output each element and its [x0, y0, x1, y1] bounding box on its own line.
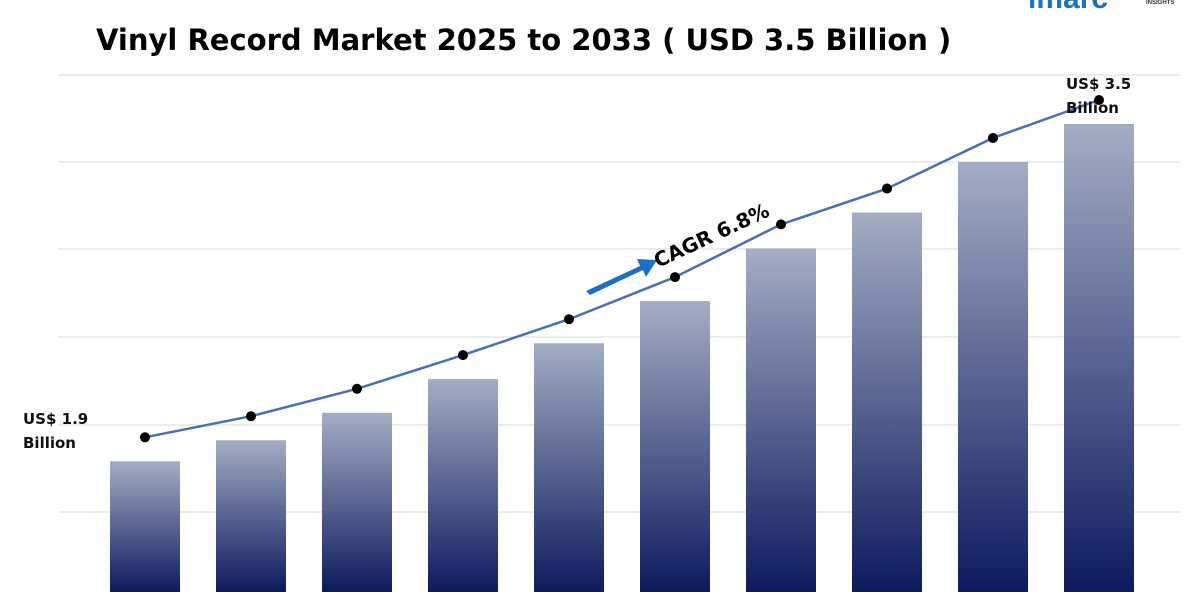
cagr-arrow	[586, 259, 657, 295]
trend-point	[246, 411, 256, 422]
trend-point	[564, 314, 574, 325]
bar	[640, 301, 710, 592]
trend-point	[670, 272, 680, 283]
trend-point	[1094, 95, 1104, 105]
bar	[110, 461, 180, 592]
brand-name: imarc	[1028, 0, 1108, 15]
chart-title: Vinyl Record Market 2025 to 2033 ( USD 3…	[96, 23, 951, 57]
trend-line	[144, 98, 1100, 439]
bar	[1064, 124, 1134, 592]
trend-point	[988, 132, 998, 143]
bar	[322, 412, 392, 592]
trend-point	[458, 350, 468, 361]
bar	[852, 212, 922, 593]
bar	[428, 379, 498, 592]
trend-point	[882, 183, 892, 194]
trend-point	[352, 383, 362, 394]
value-label: US$ 1.9 Billion	[23, 410, 89, 453]
bar	[216, 440, 286, 592]
bars	[110, 124, 1134, 593]
bar	[746, 248, 816, 593]
value-label: US$ 3.5 Billion	[1066, 75, 1132, 117]
trend-point	[776, 219, 786, 230]
trend-point	[140, 432, 150, 443]
bar	[534, 343, 604, 592]
bar	[958, 161, 1028, 592]
brand-tagline: INSIGHTS	[1146, 0, 1174, 6]
